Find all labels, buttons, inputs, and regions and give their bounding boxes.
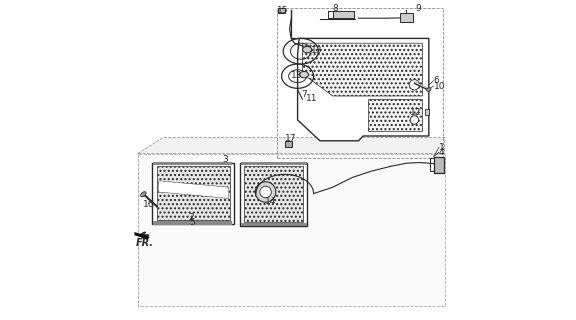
Bar — [153, 221, 232, 225]
Text: 5: 5 — [189, 218, 195, 227]
Text: 14: 14 — [265, 197, 276, 206]
Polygon shape — [240, 163, 307, 226]
Text: 3: 3 — [222, 155, 228, 164]
Polygon shape — [134, 232, 150, 239]
Text: 11: 11 — [306, 94, 318, 103]
Bar — [241, 223, 306, 226]
Ellipse shape — [141, 192, 146, 197]
Polygon shape — [138, 138, 445, 154]
Circle shape — [410, 80, 419, 90]
Bar — [285, 141, 292, 147]
Text: 13: 13 — [291, 71, 303, 80]
Text: 13: 13 — [311, 46, 323, 55]
Bar — [278, 8, 285, 13]
Text: 8: 8 — [332, 4, 338, 13]
Text: 4: 4 — [439, 148, 445, 157]
Text: FR.: FR. — [136, 238, 154, 248]
Text: 6: 6 — [434, 76, 439, 85]
Text: 12: 12 — [410, 108, 421, 116]
Ellipse shape — [427, 88, 431, 91]
Text: 2: 2 — [189, 213, 195, 222]
Polygon shape — [157, 166, 230, 220]
Bar — [434, 157, 444, 173]
Polygon shape — [158, 181, 229, 198]
Bar — [153, 162, 232, 165]
Circle shape — [260, 186, 271, 198]
Polygon shape — [368, 99, 422, 131]
Text: 9: 9 — [415, 4, 421, 13]
Bar — [241, 162, 306, 165]
Bar — [400, 13, 413, 22]
Bar — [333, 11, 354, 18]
Text: 10: 10 — [434, 82, 445, 91]
Circle shape — [410, 116, 419, 124]
Polygon shape — [244, 166, 304, 222]
Text: 17: 17 — [285, 134, 296, 143]
Polygon shape — [152, 163, 234, 224]
Ellipse shape — [303, 46, 312, 53]
Circle shape — [255, 182, 276, 202]
Polygon shape — [138, 154, 445, 306]
Polygon shape — [425, 109, 429, 115]
Polygon shape — [298, 38, 429, 141]
Text: 15: 15 — [277, 6, 289, 15]
Text: 16: 16 — [143, 200, 155, 209]
Text: 1: 1 — [439, 143, 445, 152]
Polygon shape — [302, 43, 422, 96]
Text: 7: 7 — [301, 90, 306, 99]
Ellipse shape — [300, 71, 309, 78]
